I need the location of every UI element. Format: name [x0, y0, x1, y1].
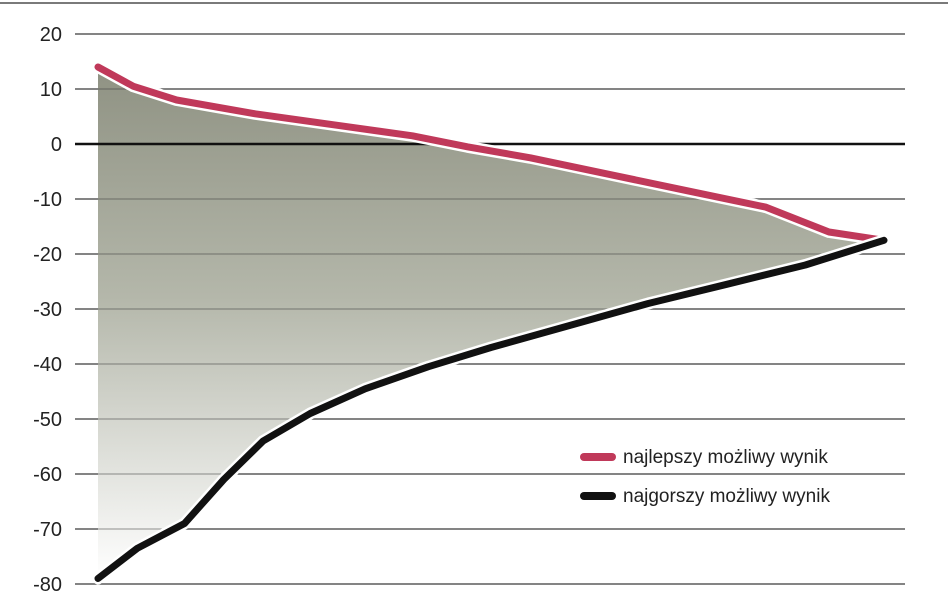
y-tick-label: -10 [33, 189, 62, 211]
legend: najlepszy możliwy wynik najgorszy możliwy… [580, 447, 830, 507]
y-tick-label: 0 [51, 134, 62, 156]
series-lines [92, 61, 890, 585]
grid-overlay [75, 33, 905, 585]
best-result-line [94, 63, 888, 244]
legend-label-worst-result: najgorszy możliwy wynik [623, 486, 830, 507]
y-tick-label: -60 [33, 464, 62, 486]
y-tick-label: 10 [40, 79, 62, 101]
y-axis-ticks: 20 10 0 -10 -20 -30 -40 -50 -60 -70 -80 [33, 24, 62, 596]
y-tick-label: 20 [40, 24, 62, 46]
y-tick-label: -50 [33, 409, 62, 431]
y-tick-label: -70 [33, 519, 62, 541]
y-tick-label: -20 [33, 244, 62, 266]
y-tick-label: -30 [33, 299, 62, 321]
y-tick-label: -40 [33, 354, 62, 376]
worst-result-line [94, 236, 888, 582]
y-tick-label: -80 [33, 574, 62, 593]
legend-label-best-result: najlepszy możliwy wynik [623, 447, 828, 468]
